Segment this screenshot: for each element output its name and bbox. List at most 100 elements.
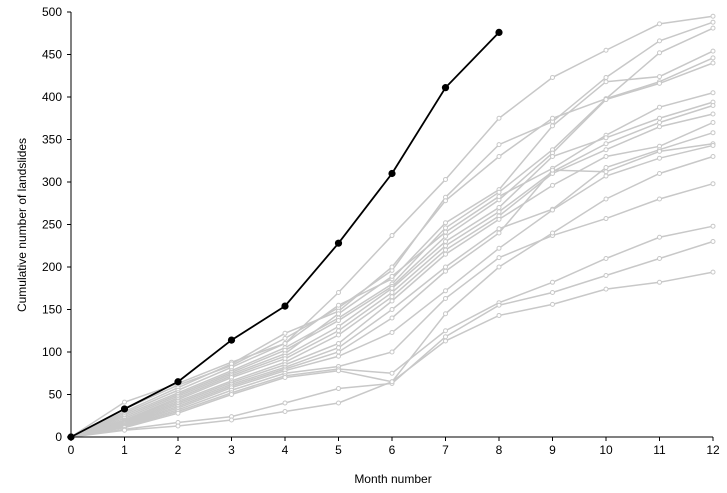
background-series-point	[282, 330, 288, 336]
background-series-point	[657, 234, 662, 240]
background-series-point	[496, 312, 502, 318]
background-series-point	[389, 329, 395, 335]
background-series-point	[710, 223, 716, 229]
background-series-point	[710, 130, 716, 136]
background-series-point	[389, 315, 395, 321]
background-series-point	[389, 307, 395, 312]
background-series-point	[443, 338, 448, 344]
ticks-layer: 0 1 2 3 4 5 6 7 8 9 10 11 12050100150200250300350400…	[42, 5, 720, 457]
background-series-point	[657, 104, 662, 110]
background-series-point	[710, 239, 716, 244]
background-series-point	[603, 74, 609, 80]
background-series-point	[603, 154, 609, 159]
y-tick-label: 50	[49, 388, 63, 402]
background-series-point	[443, 264, 448, 270]
background-series-point	[282, 341, 288, 346]
background-series-point	[496, 189, 502, 195]
highlight-series-point	[227, 336, 236, 344]
background-series-point	[550, 167, 555, 173]
background-series-point	[336, 328, 341, 334]
background-series-point	[710, 48, 716, 54]
highlight-series-layer	[67, 28, 503, 441]
background-series-point	[443, 247, 448, 253]
background-series-point	[336, 345, 341, 351]
background-series-point	[657, 80, 662, 86]
background-series-point	[229, 417, 234, 423]
background-series-point	[657, 171, 662, 176]
background-series-point	[710, 103, 716, 108]
background-series-point	[603, 141, 609, 147]
background-series-point	[710, 25, 716, 31]
background-series-point	[443, 251, 448, 257]
highlight-series-point	[334, 239, 343, 247]
background-series-point	[496, 154, 502, 159]
background-series-point	[443, 243, 448, 249]
background-series-point	[229, 392, 234, 397]
background-series-point	[336, 368, 341, 374]
background-series-point	[389, 233, 395, 239]
background-series-point	[122, 427, 127, 433]
background-series-point	[496, 205, 502, 210]
background-series-point	[550, 182, 555, 188]
background-series-point	[282, 335, 288, 341]
background-series-point	[443, 198, 448, 204]
highlight-series-point	[174, 378, 182, 386]
background-series-point	[657, 148, 662, 154]
background-series-point	[175, 410, 181, 416]
background-series-point	[443, 328, 448, 334]
background-series-layer	[68, 13, 716, 440]
x-tick-label: 10	[599, 443, 613, 457]
background-series-point	[603, 273, 609, 278]
y-tick-label: 500	[42, 5, 62, 19]
x-tick-label: 9	[549, 443, 556, 457]
background-series-point	[550, 301, 555, 307]
y-tick-label: 200	[42, 260, 62, 274]
y-tick-label: 400	[42, 90, 62, 104]
background-series-point	[603, 216, 609, 222]
background-series-point	[389, 290, 395, 295]
background-series-point	[496, 264, 502, 270]
background-series-point	[496, 245, 502, 251]
highlight-series-point	[495, 28, 503, 36]
background-series-point	[657, 155, 662, 161]
background-series-point	[336, 332, 341, 338]
x-tick-label: 5	[335, 443, 342, 457]
background-series-point	[443, 311, 448, 317]
background-series-point	[657, 120, 662, 125]
background-series-point	[710, 120, 716, 125]
background-series-point	[603, 147, 609, 153]
x-tick-label: 8	[496, 443, 503, 457]
y-tick-label: 150	[42, 303, 62, 317]
x-tick-label: 11	[653, 443, 666, 457]
background-series-point	[389, 298, 395, 304]
x-tick-label: 6	[389, 443, 396, 457]
x-tick-label: 2	[175, 443, 182, 457]
background-series-point	[710, 154, 716, 159]
background-series-point	[657, 196, 662, 202]
background-series-point	[443, 239, 448, 244]
background-series-point	[657, 124, 662, 130]
background-series-point	[336, 400, 341, 406]
background-series-point	[496, 216, 502, 222]
background-series-point	[443, 268, 448, 274]
y-tick-label: 250	[42, 218, 62, 232]
background-series-point	[389, 349, 395, 355]
background-series-point	[710, 269, 716, 275]
background-series-point	[550, 154, 555, 159]
highlight-series-point	[281, 302, 289, 310]
background-series-point	[710, 181, 716, 187]
background-series-point	[443, 233, 448, 239]
background-series-point	[389, 370, 395, 376]
background-series-point	[603, 256, 609, 261]
background-series-point	[282, 400, 288, 406]
background-series-point	[282, 409, 288, 414]
background-series-point	[443, 176, 448, 182]
y-tick-label: 450	[42, 48, 62, 62]
background-series-point	[443, 295, 448, 301]
background-series-point	[550, 74, 555, 80]
background-series-point	[657, 38, 662, 44]
background-series-point	[657, 50, 662, 56]
background-series-point	[336, 302, 341, 308]
background-series-point	[710, 90, 716, 96]
